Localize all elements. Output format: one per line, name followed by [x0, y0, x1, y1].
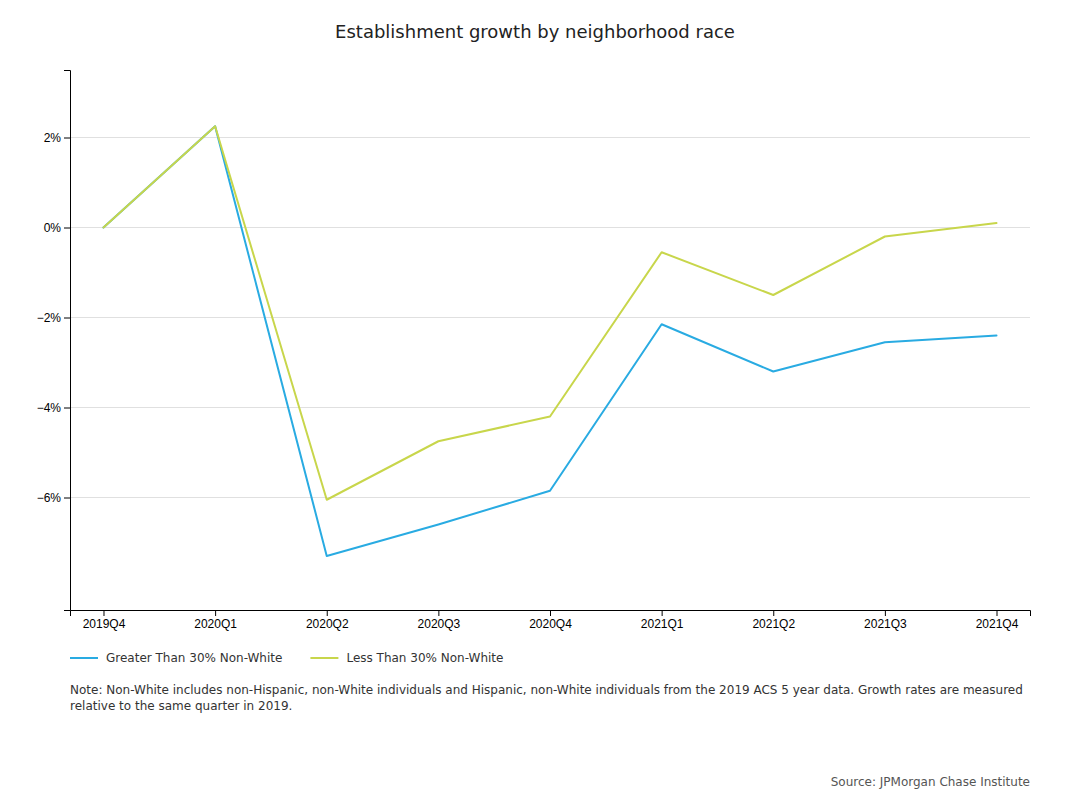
y-tick-mark — [64, 138, 70, 139]
x-tick-label: 2020Q4 — [529, 617, 572, 631]
x-tick: 2019Q4 — [83, 610, 126, 631]
x-tick-mark — [327, 610, 328, 616]
x-tick: 2020Q1 — [194, 610, 237, 631]
source: Source: JPMorgan Chase Institute — [831, 775, 1030, 789]
x-tick: 2021Q2 — [752, 610, 795, 631]
note-line: relative to the same quarter in 2019. — [70, 699, 292, 713]
y-tick: 2% — [44, 131, 70, 145]
legend-swatch — [70, 657, 98, 659]
plot: −6% −4% −2% 0% 2% 2019Q4 2020Q1 2020Q2 2020Q3 202… — [37, 71, 1031, 631]
legend-label: Less Than 30% Non-White — [346, 651, 503, 665]
x-tick-mark — [662, 610, 663, 616]
series-line — [103, 126, 996, 500]
y-axis: −6% −4% −2% 0% 2% — [37, 71, 71, 611]
note: Note: Non-White includes non-Hispanic, n… — [70, 683, 1023, 713]
x-tick-label: 2021Q2 — [752, 617, 795, 631]
grid-line — [70, 227, 1030, 228]
grid-line — [70, 497, 1030, 498]
y-tick-label: −6% — [37, 491, 62, 505]
x-tick: 2021Q3 — [864, 610, 907, 631]
y-tick-mark — [64, 228, 70, 229]
y-tick: 0% — [44, 221, 70, 235]
x-tick: 2020Q2 — [306, 610, 349, 631]
x-axis: 2019Q4 2020Q1 2020Q2 2020Q3 2020Q4 2021Q1 2021… — [71, 610, 1031, 631]
x-tick-label: 2020Q2 — [306, 617, 349, 631]
x-axis-line — [71, 611, 1031, 617]
note-line: Note: Non-White includes non-Hispanic, n… — [70, 683, 1023, 697]
y-tick: −6% — [37, 491, 70, 505]
x-tick-label: 2020Q3 — [418, 617, 461, 631]
y-tick-mark — [64, 498, 70, 499]
x-tick-label: 2021Q3 — [864, 617, 907, 631]
grid-line — [70, 317, 1030, 318]
legend-item: Greater Than 30% Non-White — [70, 651, 282, 665]
x-tick-mark — [215, 610, 216, 616]
y-tick: −2% — [37, 311, 70, 325]
series-line — [103, 126, 996, 556]
x-tick: 2020Q3 — [418, 610, 461, 631]
x-tick-mark — [103, 610, 104, 616]
grid-line — [70, 407, 1030, 408]
x-tick: 2021Q1 — [641, 610, 684, 631]
x-tick: 2020Q4 — [529, 610, 572, 631]
x-tick-mark — [438, 610, 439, 616]
lines — [103, 126, 996, 556]
x-tick-mark — [773, 610, 774, 616]
legend-label: Greater Than 30% Non-White — [106, 651, 282, 665]
x-tick-label: 2021Q1 — [641, 617, 684, 631]
y-tick: −4% — [37, 401, 70, 415]
legend: Greater Than 30% Non-White Less Than 30% … — [70, 651, 503, 665]
y-tick-label: −4% — [37, 401, 62, 415]
legend-item: Less Than 30% Non-White — [310, 651, 503, 665]
x-tick-label: 2021Q4 — [976, 617, 1019, 631]
y-tick-label: 2% — [44, 131, 62, 145]
x-tick-mark — [885, 610, 886, 616]
x-tick-mark — [550, 610, 551, 616]
grid — [70, 138, 1030, 498]
x-tick-label: 2019Q4 — [83, 617, 126, 631]
y-tick-mark — [64, 408, 70, 409]
x-tick: 2021Q4 — [976, 610, 1019, 631]
y-tick-label: −2% — [37, 311, 62, 325]
y-tick-mark — [64, 318, 70, 319]
legend-swatch — [310, 657, 338, 659]
chart: −6% −4% −2% 0% 2% 2019Q4 2020Q1 2020Q2 2020Q3 202… — [0, 0, 1070, 800]
x-tick-mark — [997, 610, 998, 616]
y-tick-label: 0% — [44, 221, 62, 235]
title: Establishment growth by neighborhood rac… — [335, 21, 735, 42]
y-axis-line — [64, 71, 71, 611]
grid-line — [70, 137, 1030, 138]
x-tick-label: 2020Q1 — [194, 617, 237, 631]
